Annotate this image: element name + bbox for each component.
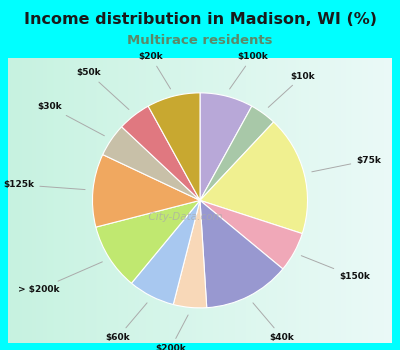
Text: $200k: $200k bbox=[155, 315, 188, 350]
Text: $100k: $100k bbox=[230, 52, 268, 89]
Text: City-Data.com: City-Data.com bbox=[142, 212, 223, 222]
Text: $10k: $10k bbox=[268, 72, 315, 107]
Wedge shape bbox=[92, 155, 200, 227]
Wedge shape bbox=[173, 200, 207, 308]
Wedge shape bbox=[200, 200, 302, 269]
Text: $125k: $125k bbox=[3, 180, 85, 190]
Text: > $200k: > $200k bbox=[18, 262, 102, 294]
Wedge shape bbox=[200, 93, 252, 200]
Text: $75k: $75k bbox=[312, 156, 381, 172]
Wedge shape bbox=[132, 200, 200, 304]
Text: $50k: $50k bbox=[76, 69, 129, 110]
Text: $40k: $40k bbox=[253, 303, 294, 342]
Text: $60k: $60k bbox=[106, 303, 147, 342]
Text: $150k: $150k bbox=[301, 256, 370, 281]
Text: $30k: $30k bbox=[38, 102, 104, 136]
Wedge shape bbox=[148, 93, 200, 200]
Wedge shape bbox=[96, 200, 200, 283]
Text: Income distribution in Madison, WI (%): Income distribution in Madison, WI (%) bbox=[24, 12, 376, 27]
Text: $20k: $20k bbox=[138, 52, 170, 89]
Wedge shape bbox=[200, 200, 283, 308]
Text: Multirace residents: Multirace residents bbox=[127, 34, 273, 47]
Wedge shape bbox=[200, 122, 308, 233]
Wedge shape bbox=[103, 127, 200, 200]
Wedge shape bbox=[200, 106, 274, 200]
Wedge shape bbox=[122, 106, 200, 200]
